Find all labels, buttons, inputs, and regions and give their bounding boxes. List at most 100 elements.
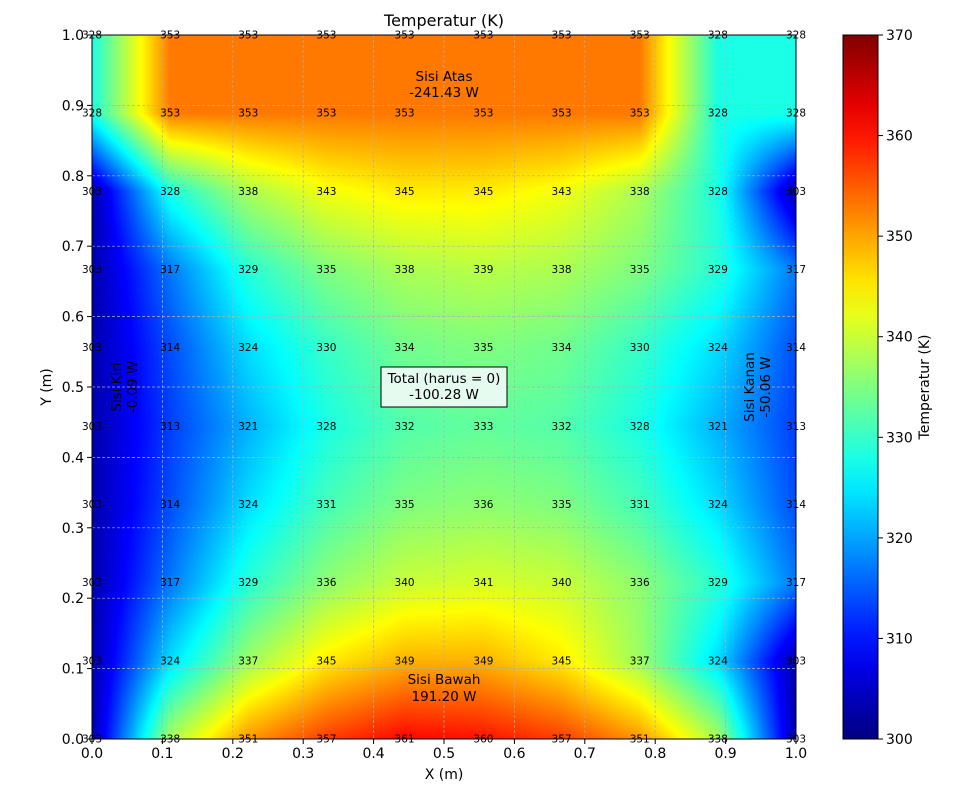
y-tick-label: 0.9 — [62, 98, 84, 114]
x-axis-ticks: 0.0 0.1 0.2 0.3 0.4 0.5 0.6 0.7 0.8 0.9 1.0 — [81, 739, 807, 762]
total-name: Total (harus = 0) — [387, 371, 501, 387]
x-tick-label: 0.4 — [362, 746, 384, 762]
cell-value-label: 353 — [316, 108, 336, 120]
top-side-name: Sisi Atas — [416, 69, 473, 85]
x-tick-label: 1.0 — [785, 746, 807, 762]
y-tick-label: 0.0 — [62, 732, 84, 748]
cell-value-label: 314 — [160, 342, 180, 354]
top-side-annotation: Sisi Atas -241.43 W — [409, 69, 479, 101]
x-tick-label: 0.9 — [714, 746, 736, 762]
right-side-annotation: Sisi Kanan -50.06 W — [742, 352, 774, 422]
cell-value-label: 324 — [708, 655, 728, 667]
cell-value-label: 345 — [552, 655, 572, 667]
cell-value-label: 324 — [708, 499, 728, 511]
cell-value-label: 313 — [160, 421, 180, 433]
x-tick-label: 0.1 — [151, 746, 173, 762]
cell-value-label: 329 — [238, 264, 258, 276]
cell-value-label: 332 — [552, 421, 572, 433]
cell-value-label: 332 — [395, 421, 415, 433]
cell-value-label: 324 — [238, 342, 258, 354]
y-tick-label: 0.2 — [62, 591, 84, 607]
cell-value-label: 338 — [630, 186, 650, 198]
colorbar-tick-label: 330 — [886, 430, 913, 446]
cell-value-label: 345 — [316, 655, 336, 667]
top-side-value: -241.43 W — [409, 85, 479, 101]
cell-value-label: 317 — [160, 264, 180, 276]
cell-value-label: 353 — [395, 108, 415, 120]
cell-value-label: 349 — [473, 655, 493, 667]
cell-value-label: 338 — [238, 186, 258, 198]
cell-value-label: 336 — [316, 577, 336, 589]
colorbar-tick-label: 300 — [886, 732, 913, 748]
cell-value-label: 329 — [708, 577, 728, 589]
cell-value-label: 324 — [238, 499, 258, 511]
y-tick-label: 0.7 — [62, 239, 84, 255]
y-tick-label: 0.5 — [62, 380, 84, 396]
colorbar-tick-label: 340 — [886, 330, 913, 346]
cell-value-label: 329 — [708, 264, 728, 276]
cell-value-label: 345 — [395, 186, 415, 198]
cell-value-label: 341 — [473, 577, 493, 589]
cell-value-label: 328 — [708, 186, 728, 198]
colorbar: 300 310 320 330 340 350 360 370 Temperatur (K) — [842, 28, 933, 748]
x-tick-label: 0.6 — [503, 746, 525, 762]
colorbar-tick-label: 350 — [886, 229, 913, 245]
bottom-side-name: Sisi Bawah — [408, 672, 481, 688]
cell-value-label: 324 — [708, 342, 728, 354]
cell-value-label: 349 — [395, 655, 415, 667]
total-annotation: Total (harus = 0) -100.28 W — [380, 366, 508, 408]
x-axis-label: X (m) — [425, 767, 464, 783]
right-side-name: Sisi Kanan — [742, 352, 758, 422]
y-tick-label: 0.3 — [62, 521, 84, 537]
colorbar-tick-label: 370 — [886, 28, 913, 44]
plot-area: 3033383513573613603573513383033033243373… — [82, 30, 806, 746]
cell-value-label: 340 — [552, 577, 572, 589]
y-tick-label: 0.1 — [62, 662, 84, 678]
cell-value-label: 314 — [160, 499, 180, 511]
y-tick-label: 0.8 — [62, 169, 84, 185]
cell-value-label: 336 — [630, 577, 650, 589]
x-tick-label: 0.5 — [433, 746, 455, 762]
cell-value-label: 345 — [473, 186, 493, 198]
y-axis-ticks: 0.0 0.1 0.2 0.3 0.4 0.5 0.6 0.7 0.8 0.9 1.0 — [62, 28, 92, 748]
cell-value-label: 335 — [473, 342, 493, 354]
cell-value-label: 334 — [395, 342, 415, 354]
y-tick-label: 0.6 — [62, 310, 84, 326]
cell-value-label: 343 — [316, 186, 336, 198]
cell-value-label: 335 — [316, 264, 336, 276]
cell-value-label: 343 — [552, 186, 572, 198]
cell-value-label: 330 — [316, 342, 336, 354]
cell-value-label: 335 — [395, 499, 415, 511]
cell-value-label: 353 — [160, 108, 180, 120]
cell-value-label: 329 — [238, 577, 258, 589]
y-tick-label: 1.0 — [62, 28, 84, 44]
y-tick-label: 0.4 — [62, 450, 84, 466]
x-tick-label: 0.2 — [222, 746, 244, 762]
cell-value-label: 321 — [238, 421, 258, 433]
colorbar-tick-label: 310 — [886, 631, 913, 647]
cell-value-label: 337 — [630, 655, 650, 667]
cell-value-label: 336 — [473, 499, 493, 511]
cell-value-label: 340 — [395, 577, 415, 589]
cell-value-label: 317 — [160, 577, 180, 589]
bottom-side-annotation: Sisi Bawah 191.20 W — [408, 672, 481, 705]
left-side-annotation: Sisi Kiri -0.09 W — [109, 361, 141, 414]
colorbar-tick-label: 320 — [886, 531, 913, 547]
right-side-value: -50.06 W — [758, 356, 774, 417]
left-side-name: Sisi Kiri — [109, 362, 125, 411]
cell-value-label: 337 — [238, 655, 258, 667]
cell-value-label: 353 — [473, 108, 493, 120]
x-tick-label: 0.8 — [644, 746, 666, 762]
cell-value-label: 330 — [630, 342, 650, 354]
cell-labels: 3033383513573613603573513383033033243373… — [82, 30, 806, 746]
cell-value-label: 333 — [473, 421, 493, 433]
cell-value-label: 331 — [316, 499, 336, 511]
colorbar-ticks: 300 310 320 330 340 350 360 370 — [878, 28, 913, 748]
cell-value-label: 353 — [238, 108, 258, 120]
cell-value-label: 328 — [630, 421, 650, 433]
cell-value-label: 321 — [708, 421, 728, 433]
y-axis-label: Y (m) — [39, 368, 55, 407]
cell-value-label: 339 — [473, 264, 493, 276]
total-value: -100.28 W — [409, 387, 479, 403]
